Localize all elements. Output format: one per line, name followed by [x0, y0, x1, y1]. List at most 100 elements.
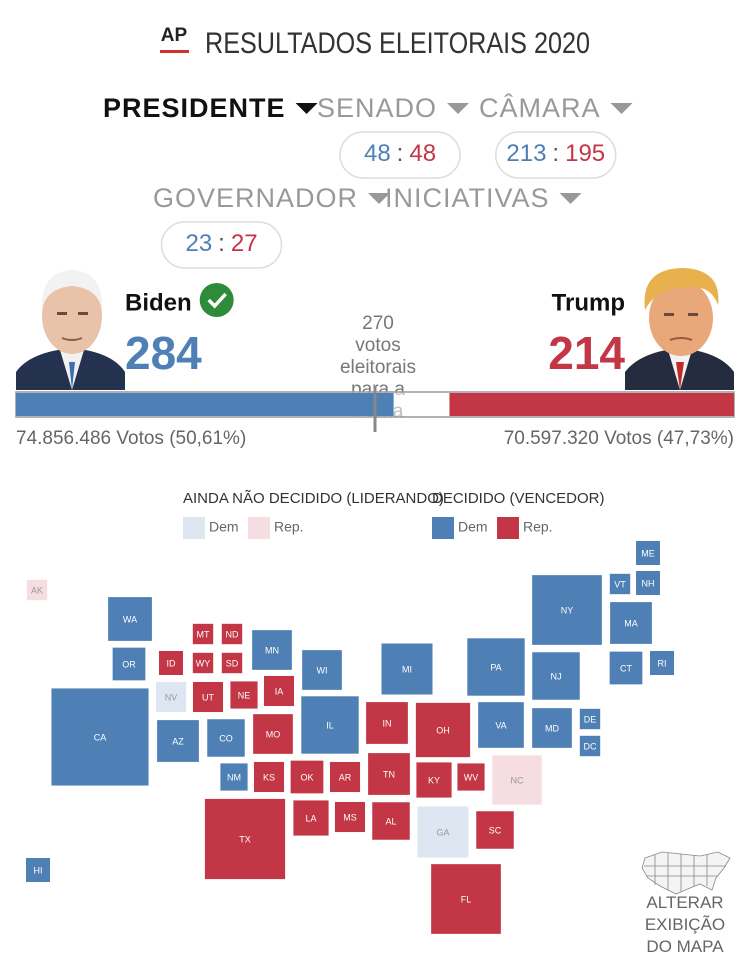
state-tile[interactable]	[414, 701, 472, 759]
dem-count: 213	[506, 140, 546, 167]
state-tile[interactable]	[416, 805, 470, 859]
state-tile[interactable]	[415, 761, 453, 799]
state-tile[interactable]	[365, 701, 409, 745]
state-label: WV	[464, 772, 479, 782]
state-tile[interactable]	[206, 718, 246, 758]
state-tile[interactable]	[477, 701, 525, 749]
state-tile[interactable]	[456, 762, 486, 792]
state-tile[interactable]	[191, 680, 225, 714]
state-tile[interactable]	[107, 596, 153, 642]
separator: :	[218, 230, 225, 257]
state-label: WA	[123, 614, 137, 624]
race-tab[interactable]: GOVERNADOR	[153, 183, 358, 213]
state-tile[interactable]	[251, 629, 293, 671]
state-tile[interactable]	[466, 637, 526, 697]
state-tile[interactable]	[578, 734, 602, 758]
state-tile[interactable]	[220, 622, 244, 646]
dem-bar	[16, 393, 394, 416]
state-tile[interactable]	[292, 799, 330, 837]
state-tile[interactable]	[203, 797, 287, 881]
state-tile[interactable]	[635, 570, 661, 596]
state-label: SC	[489, 825, 502, 835]
state-tile[interactable]	[219, 762, 249, 792]
state-label: LA	[305, 813, 316, 823]
state-tile[interactable]	[191, 651, 215, 675]
state-tile[interactable]	[531, 707, 573, 749]
state-label: GA	[436, 827, 449, 837]
state-tile[interactable]	[475, 810, 515, 850]
state-tile[interactable]	[380, 642, 434, 696]
state-tile[interactable]	[430, 863, 502, 935]
state-tile[interactable]	[154, 680, 188, 714]
count-pill	[160, 221, 283, 269]
dropdown-arrow	[447, 103, 470, 114]
state-label: MN	[265, 645, 279, 655]
seat-count: 48:48	[364, 140, 436, 167]
state-label: MI	[402, 664, 412, 674]
state-tile[interactable]	[371, 801, 411, 841]
state-tile[interactable]	[111, 646, 147, 682]
state-label: MS	[343, 812, 357, 822]
state-label: AL	[385, 816, 396, 826]
state-tile[interactable]	[531, 651, 581, 701]
seat-count: 23:27	[185, 230, 257, 257]
dem-count: 48	[364, 140, 391, 167]
legend-swatch	[248, 517, 270, 539]
legend-label: Dem	[209, 519, 239, 535]
state-tile[interactable]	[333, 800, 367, 834]
state-tile[interactable]	[252, 760, 286, 794]
legend-label: Rep.	[274, 519, 304, 535]
state-tile[interactable]	[252, 713, 294, 755]
state-tile[interactable]	[156, 719, 200, 763]
state-tile[interactable]	[262, 674, 296, 708]
state-tile[interactable]	[300, 695, 360, 755]
state-label: ME	[641, 548, 655, 558]
state-tile[interactable]	[158, 650, 184, 676]
state-tile[interactable]	[609, 601, 653, 645]
legend-title: AINDA NÃO DECIDIDO (LIDERANDO)	[183, 490, 444, 507]
race-tab[interactable]: SENADO	[317, 93, 437, 123]
state-label: OR	[122, 659, 136, 669]
state-label: NY	[561, 605, 574, 615]
state-tile[interactable]	[367, 752, 411, 796]
state-tile[interactable]	[301, 649, 343, 691]
state-label: KS	[263, 772, 275, 782]
state-label: NH	[642, 578, 655, 588]
state-tile[interactable]	[491, 754, 543, 806]
state-label: DC	[584, 741, 597, 751]
race-tab[interactable]: CÂMARA	[479, 92, 601, 123]
rep-bar	[449, 393, 734, 416]
map-icon[interactable]	[641, 851, 731, 895]
state-label: ID	[167, 658, 177, 668]
state-tile[interactable]	[220, 651, 244, 675]
state-tile[interactable]	[191, 622, 215, 646]
count-pill	[339, 131, 461, 179]
state-tile[interactable]	[635, 540, 661, 566]
electoral-votes: 284	[125, 327, 202, 379]
state-label: MD	[545, 723, 559, 733]
state-tile[interactable]	[289, 759, 325, 795]
state-label: CO	[219, 733, 233, 743]
logo: AP	[161, 25, 188, 46]
state-label: IN	[383, 718, 392, 728]
state-tile[interactable]	[229, 680, 259, 710]
state-tile[interactable]	[328, 760, 362, 794]
candidate-name: Biden	[125, 289, 192, 316]
state-tile[interactable]	[25, 578, 49, 602]
state-tile[interactable]	[608, 650, 644, 686]
state-tile[interactable]	[649, 650, 675, 676]
race-tab[interactable]: INICIATIVAS	[385, 183, 550, 213]
state-label: OK	[300, 772, 313, 782]
biden-portrait	[16, 270, 125, 390]
race-tab[interactable]: PRESIDENTE	[103, 93, 286, 123]
state-tile[interactable]	[578, 707, 602, 731]
state-tile[interactable]	[50, 687, 150, 787]
state-tile[interactable]	[608, 572, 632, 596]
state-label: SD	[226, 658, 239, 668]
check	[207, 292, 227, 309]
state-label: VT	[614, 579, 626, 589]
state-tile[interactable]	[25, 857, 51, 883]
map-view-button[interactable]: ALTERAR EXIBIÇÃO DO MAPA	[644, 893, 726, 956]
state-tile[interactable]	[531, 574, 603, 646]
popular-vote: 70.597.320 Votos (47,73%)	[504, 428, 734, 449]
